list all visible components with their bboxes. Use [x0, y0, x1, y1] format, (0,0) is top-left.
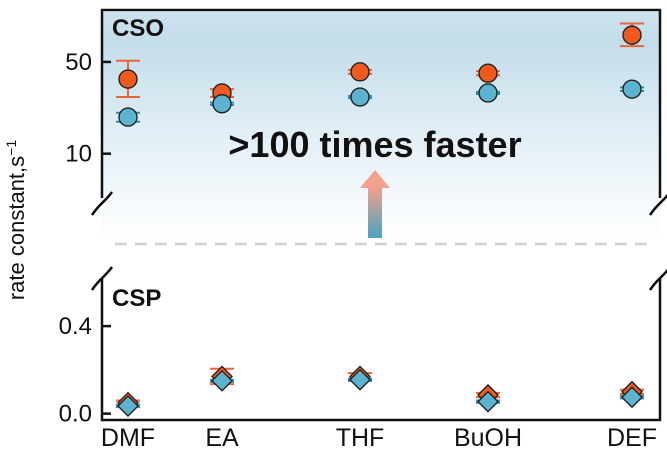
data-point-csp-blue-dmf — [116, 394, 140, 417]
panel-label-cso: CSO — [112, 15, 164, 42]
marker-circle — [212, 94, 232, 114]
bottom-panel-frame — [100, 278, 662, 422]
y-axis-label: rate constant,s−1 — [3, 140, 29, 300]
y-axis-label-text: rate constant,s — [4, 156, 29, 300]
data-point-cso-orange-buoh — [476, 63, 500, 83]
marker-diamond — [211, 369, 233, 392]
x-category-label: DMF — [101, 424, 155, 451]
x-category-labels: DMF EA THF BuOH DEF — [101, 424, 657, 451]
data-point-cso-blue-ea — [210, 94, 234, 114]
data-point-cso-blue-def — [620, 79, 644, 99]
marker-circle — [478, 83, 498, 103]
y-axis-label-superscript: −1 — [3, 140, 19, 156]
break-mark-right-bottom — [648, 268, 667, 291]
x-category-label: DEF — [607, 424, 657, 451]
marker-circle — [622, 79, 642, 99]
marker-diamond — [349, 368, 371, 391]
y-ticks: 10 50 0.0 0.4 — [59, 49, 111, 428]
data-point-csp-blue-thf — [348, 368, 372, 391]
break-mark-right-top — [648, 193, 667, 216]
data-point-cso-blue-buoh — [476, 83, 500, 103]
data-marks — [116, 22, 644, 417]
x-category-label: EA — [205, 424, 239, 451]
data-point-csp-blue-def — [620, 386, 644, 409]
y-tick-label: 0.4 — [59, 313, 92, 340]
marker-circle — [118, 69, 138, 89]
break-mark-left-top — [90, 191, 114, 216]
y-tick-label: 0.0 — [59, 401, 92, 428]
top-panel-frame — [100, 8, 662, 198]
marker-circle — [622, 25, 642, 45]
axis-break-marks — [90, 191, 667, 291]
data-point-cso-orange-dmf — [116, 59, 140, 99]
marker-diamond — [621, 386, 643, 409]
data-point-cso-blue-dmf — [116, 107, 140, 127]
data-point-csp-blue-buoh — [476, 390, 500, 413]
panel-label-csp: CSP — [112, 285, 161, 312]
data-point-cso-blue-thf — [348, 87, 372, 107]
data-point-cso-orange-def — [620, 22, 644, 48]
data-point-cso-orange-thf — [348, 62, 372, 82]
marker-circle — [350, 87, 370, 107]
y-tick-label: 50 — [65, 49, 92, 76]
annotation-text: >100 times faster — [228, 124, 521, 165]
y-tick-label: 10 — [65, 141, 92, 168]
faster-arrow-icon — [360, 170, 390, 238]
x-category-label: BuOH — [454, 424, 522, 451]
marker-diamond — [117, 394, 139, 417]
marker-circle — [478, 63, 498, 83]
marker-diamond — [477, 390, 499, 413]
break-mark-left-bottom — [90, 266, 114, 291]
data-point-csp-blue-ea — [210, 369, 234, 392]
x-category-label: THF — [336, 424, 385, 451]
marker-circle — [350, 62, 370, 82]
marker-circle — [118, 107, 138, 127]
